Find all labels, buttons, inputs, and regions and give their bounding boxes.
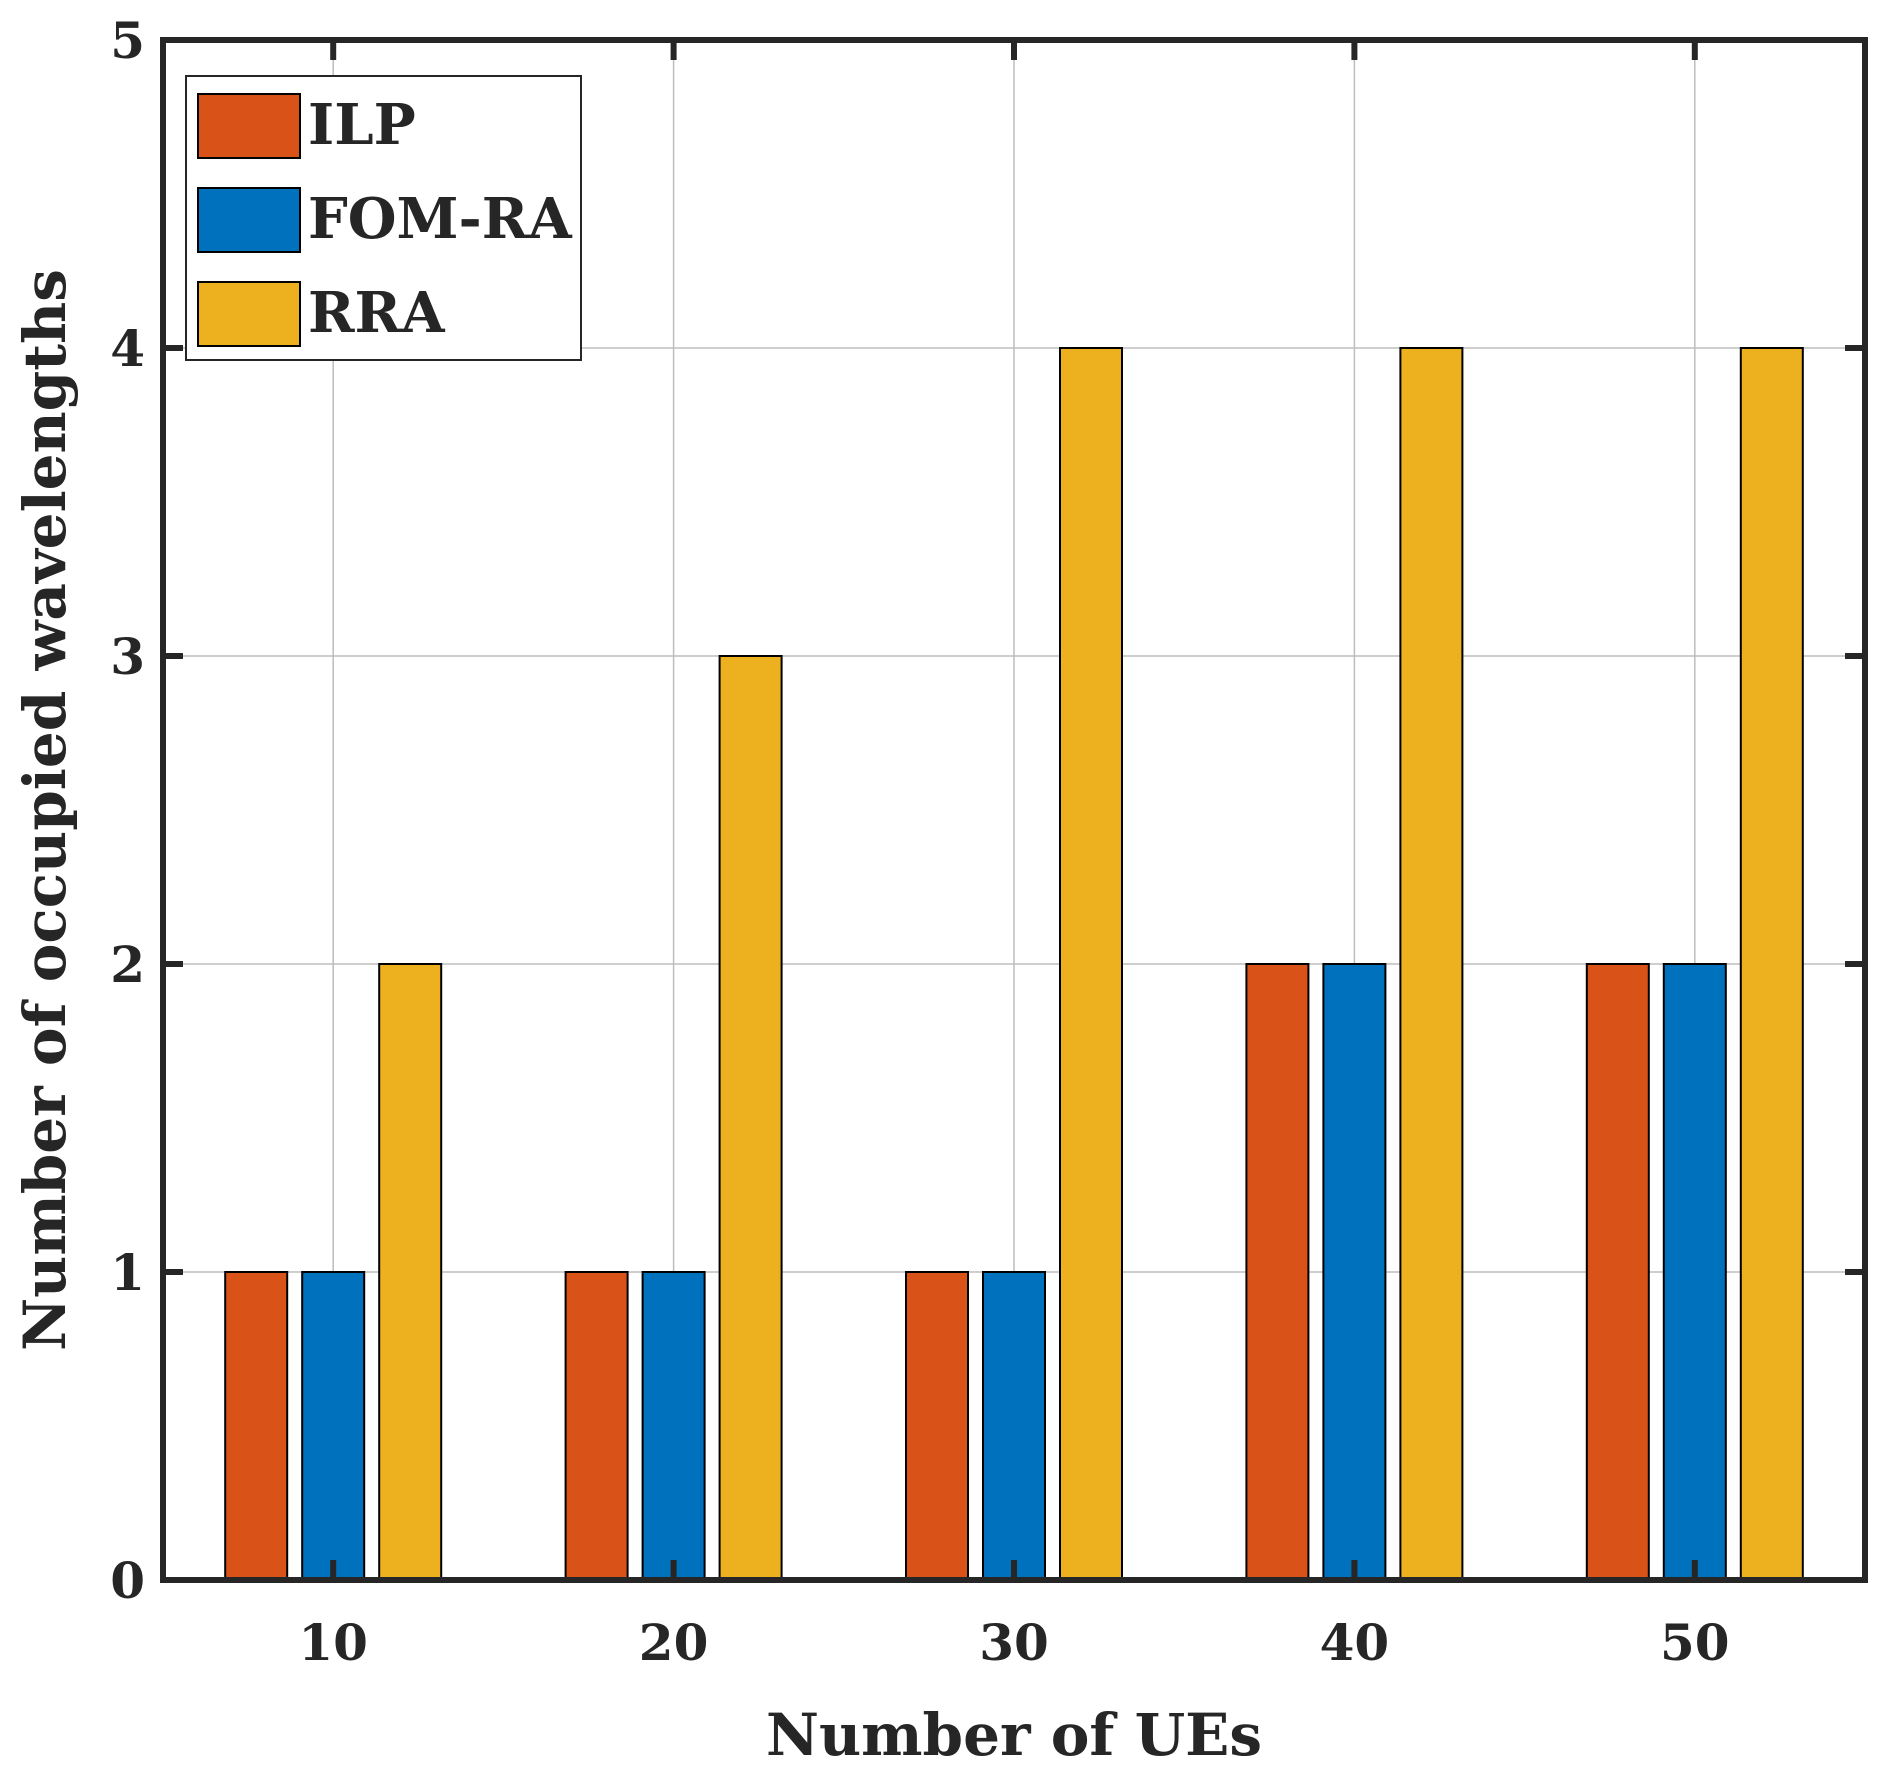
legend-swatch-ilp: [197, 93, 301, 159]
legend-label: FOM-RA: [308, 186, 573, 252]
bar-ilp-40: [1245, 963, 1310, 1581]
y-tick-label: 2: [110, 935, 145, 994]
y-tick-label: 5: [110, 11, 145, 70]
x-axis-title: Number of UEs: [766, 1701, 1262, 1768]
ticks: 0 1 2 3 4 5 10 20 30 40 50: [110, 11, 1865, 1672]
legend-label: RRA: [308, 280, 446, 346]
y-tick-label: 0: [110, 1551, 145, 1610]
bar-fom-ra-40: [1322, 963, 1387, 1581]
bar-fom-ra-10: [301, 1271, 366, 1581]
bar-ilp-30: [905, 1271, 969, 1581]
legend-swatch-rra: [197, 281, 301, 347]
bar-fom-ra-50: [1662, 963, 1727, 1581]
bar-fom-ra-30: [982, 1271, 1046, 1581]
bar-rra-30: [1059, 347, 1123, 1581]
bar-ilp-20: [564, 1271, 629, 1581]
legend: ILP FOM-RA RRA: [185, 75, 582, 361]
bar-ilp-10: [224, 1271, 289, 1581]
bar-ilp-50: [1585, 963, 1650, 1581]
legend-swatch-fom-ra: [197, 187, 301, 253]
bar-fom-ra-20: [641, 1271, 706, 1581]
y-tick-label: 1: [110, 1243, 145, 1302]
y-tick-label: 3: [110, 627, 145, 686]
x-tick-label: 10: [298, 1613, 368, 1672]
x-tick-label: 40: [1320, 1613, 1390, 1672]
bar-rra-20: [718, 655, 783, 1581]
bar-rra-50: [1739, 347, 1804, 1581]
x-tick-label: 30: [979, 1613, 1049, 1672]
x-tick-label: 20: [639, 1613, 709, 1672]
bar-rra-10: [378, 963, 443, 1581]
legend-label: ILP: [308, 92, 416, 158]
bar-rra-40: [1399, 347, 1464, 1581]
y-tick-label: 4: [110, 319, 145, 378]
x-tick-label: 50: [1660, 1613, 1730, 1672]
y-axis-title: Number of occupied wavelengths: [11, 269, 79, 1351]
